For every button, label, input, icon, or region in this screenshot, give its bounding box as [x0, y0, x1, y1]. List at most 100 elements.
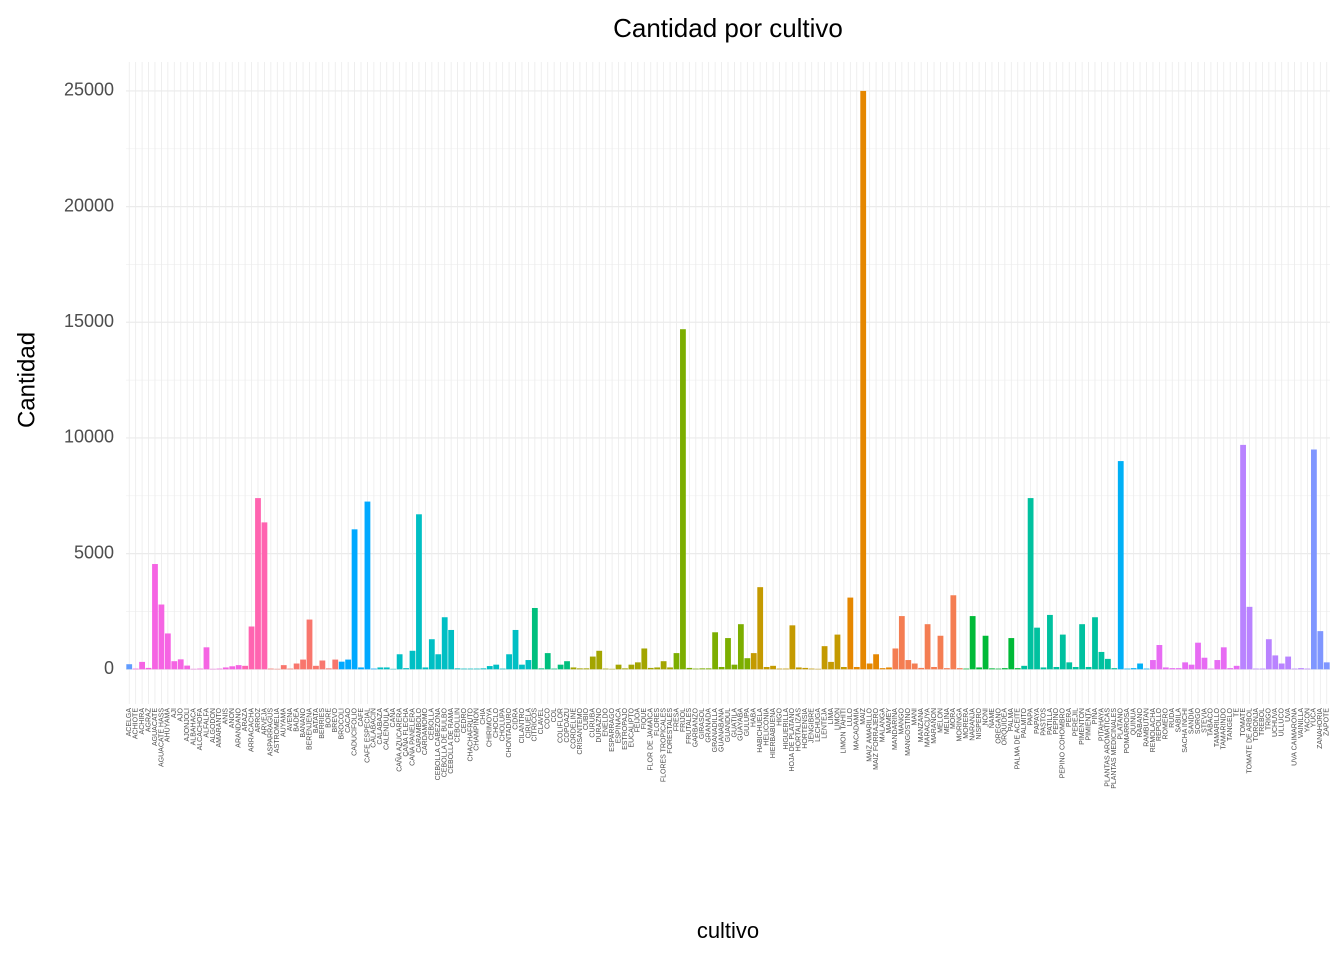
x-tick-label: ROMERO	[1163, 707, 1170, 739]
x-tick-label: AJONJOLI	[184, 708, 191, 742]
x-tick-label: CLAVEL	[538, 708, 545, 734]
bar	[139, 661, 145, 670]
x-tick-label: CHOCLO	[493, 707, 500, 738]
x-tick-label: BANANO	[300, 707, 307, 737]
x-tick-label: CADUCIFOLIO	[351, 707, 358, 755]
x-tick-label: FORESTALES	[667, 708, 674, 754]
bar	[602, 668, 609, 670]
bar	[474, 668, 480, 670]
x-tick-label: CITRICOS	[532, 708, 539, 742]
x-tick-label: CALABACIN	[371, 708, 378, 748]
x-tick-label: CORDELINE	[570, 708, 577, 749]
x-tick-label: RABANO	[1137, 707, 1144, 737]
x-tick-label: MORERA	[963, 708, 970, 739]
bar	[667, 667, 673, 670]
x-tick-label: MARACUYA	[924, 708, 931, 747]
grid	[126, 62, 1330, 704]
x-tick-label: ENELDO	[603, 707, 610, 736]
bar	[1047, 614, 1053, 670]
x-tick-label: MARAÑON	[929, 708, 938, 744]
x-tick-label: FLOR DE JAMAICA	[648, 708, 655, 771]
x-tick-label: GARBANZO	[693, 707, 700, 747]
x-tick-label: NISPERO	[976, 707, 983, 739]
x-tick-label: FRIJOL	[680, 708, 687, 732]
bar	[1008, 638, 1015, 670]
x-tick-label: CILANTRO	[519, 707, 526, 743]
bar	[1150, 660, 1156, 670]
x-tick-label: LENTEJA	[821, 708, 828, 739]
bar	[770, 665, 776, 670]
bar	[164, 633, 171, 670]
x-tick-label: CHIA	[480, 708, 487, 725]
bar	[641, 648, 648, 670]
bar	[1278, 663, 1285, 670]
x-tick-label: ULLUCO	[1279, 707, 1286, 736]
x-tick-label: COL	[551, 708, 558, 723]
x-tick-label: MACADAMIA	[854, 708, 861, 751]
bar	[924, 624, 931, 670]
x-tick-label: GIRASOL	[699, 708, 706, 739]
x-tick-label: CIDRA	[512, 708, 519, 730]
x-tick-label: CHOLUPA	[499, 708, 506, 742]
x-tick-label: UCHUVA	[1272, 708, 1279, 737]
x-tick-label: RUDA	[1169, 708, 1176, 728]
x-tick-label: ACELGA	[126, 708, 133, 737]
bar	[1143, 668, 1150, 670]
bar	[229, 666, 236, 670]
x-tick-label: YUCA	[1311, 708, 1318, 728]
bar	[1233, 665, 1240, 670]
x-tick-label: FRUTALES	[686, 708, 693, 744]
x-tick-label: SANDIA	[1188, 708, 1195, 734]
bar	[654, 667, 661, 670]
x-tick-label: TAMARILLO	[1214, 707, 1221, 747]
bar	[1188, 664, 1195, 670]
x-tick-label: ESPINACA	[615, 708, 622, 744]
x-tick-label: POMARROSA	[1124, 708, 1131, 754]
x-tick-label: REMOLACHA	[1150, 708, 1157, 753]
bar	[313, 665, 319, 670]
x-tick-label: CUBIO	[583, 707, 590, 730]
bar	[847, 597, 854, 670]
bar	[531, 607, 538, 670]
bar	[525, 660, 532, 670]
x-tick-label: AGUACATE HASS	[158, 708, 165, 767]
bar	[383, 667, 390, 670]
bar	[853, 666, 860, 670]
x-tick-label: MANI	[912, 708, 919, 726]
x-tick-label: QUINUA	[1130, 708, 1137, 736]
bar	[1253, 668, 1259, 670]
bar	[1285, 656, 1292, 670]
x-tick-label: CAFE	[358, 708, 365, 727]
bar	[731, 664, 738, 670]
bar	[577, 668, 583, 670]
x-tick-label: BADEA	[293, 708, 300, 732]
x-tick-label: COPOAZU	[564, 708, 571, 743]
bar	[725, 638, 731, 670]
bar	[712, 632, 719, 670]
bar	[364, 501, 371, 670]
bar	[680, 329, 686, 670]
bar	[879, 668, 886, 670]
bar	[158, 604, 165, 670]
bar	[197, 668, 203, 670]
x-tick-label: CARDAMOMO	[422, 707, 429, 755]
bar	[783, 668, 789, 670]
x-tick-label: CHIRIMOYA	[487, 708, 494, 747]
x-tick-label: AHUYAMA	[165, 708, 172, 742]
x-tick-label: CHAMPIÑON	[472, 708, 481, 751]
bar	[293, 663, 300, 670]
bar	[171, 661, 178, 670]
y-tick-label: 20000	[64, 195, 114, 215]
bar	[519, 664, 525, 670]
bar	[1246, 606, 1253, 670]
y-tick-label: 15000	[64, 311, 114, 331]
x-tick-label: MELINA	[944, 708, 951, 734]
bar	[235, 665, 242, 670]
bar	[409, 650, 416, 670]
x-tick-label: ALCACHOFA	[197, 708, 204, 751]
bar	[493, 664, 500, 670]
bar	[152, 564, 158, 670]
x-tick-label: LIMON	[834, 708, 841, 730]
bar	[300, 659, 306, 670]
x-tick-label: ACHIOTE	[133, 708, 140, 739]
